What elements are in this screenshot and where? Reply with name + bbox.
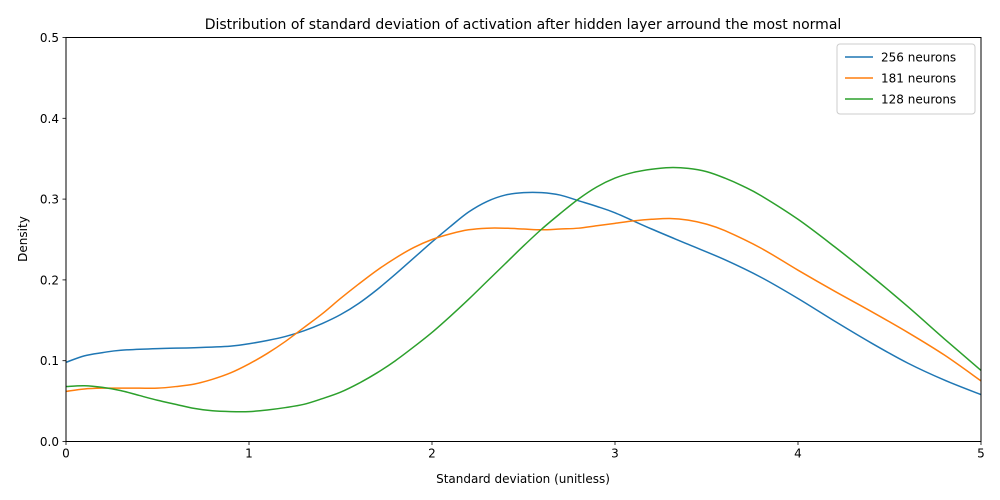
legend-box bbox=[836, 43, 976, 115]
legend: 256 neurons 181 neurons 128 neurons bbox=[836, 43, 976, 115]
x-axis: 0 1 2 3 4 5 bbox=[62, 441, 985, 461]
x-tick-label: 0 bbox=[62, 447, 70, 461]
series-line-128-neurons bbox=[65, 166, 982, 413]
x-tick-label: 3 bbox=[611, 447, 619, 461]
y-axis: 0.0 0.1 0.2 0.3 0.4 0.5 bbox=[40, 31, 66, 449]
y-axis-label: Density bbox=[16, 216, 30, 262]
y-tick-label: 0.4 bbox=[40, 112, 59, 126]
series-line-256-neurons bbox=[65, 191, 982, 396]
y-tick-label: 0.0 bbox=[40, 435, 59, 449]
x-axis-label: Standard deviation (unitless) bbox=[436, 472, 610, 486]
legend-label: 181 neurons bbox=[881, 72, 956, 86]
x-tick-label: 5 bbox=[977, 447, 985, 461]
series-line-181-neurons bbox=[65, 217, 982, 393]
y-tick-label: 0.3 bbox=[40, 193, 59, 207]
y-tick-label: 0.5 bbox=[40, 31, 59, 45]
plot-area bbox=[65, 166, 982, 413]
chart-title: Distribution of standard deviation of ac… bbox=[205, 17, 842, 33]
legend-label: 128 neurons bbox=[881, 93, 956, 107]
y-tick-label: 0.1 bbox=[40, 354, 59, 368]
x-tick-label: 4 bbox=[794, 447, 802, 461]
legend-label: 256 neurons bbox=[881, 51, 956, 65]
plot-frame bbox=[65, 37, 982, 442]
y-tick-label: 0.2 bbox=[40, 273, 59, 287]
x-tick-label: 1 bbox=[245, 447, 253, 461]
x-tick-label: 2 bbox=[428, 447, 436, 461]
